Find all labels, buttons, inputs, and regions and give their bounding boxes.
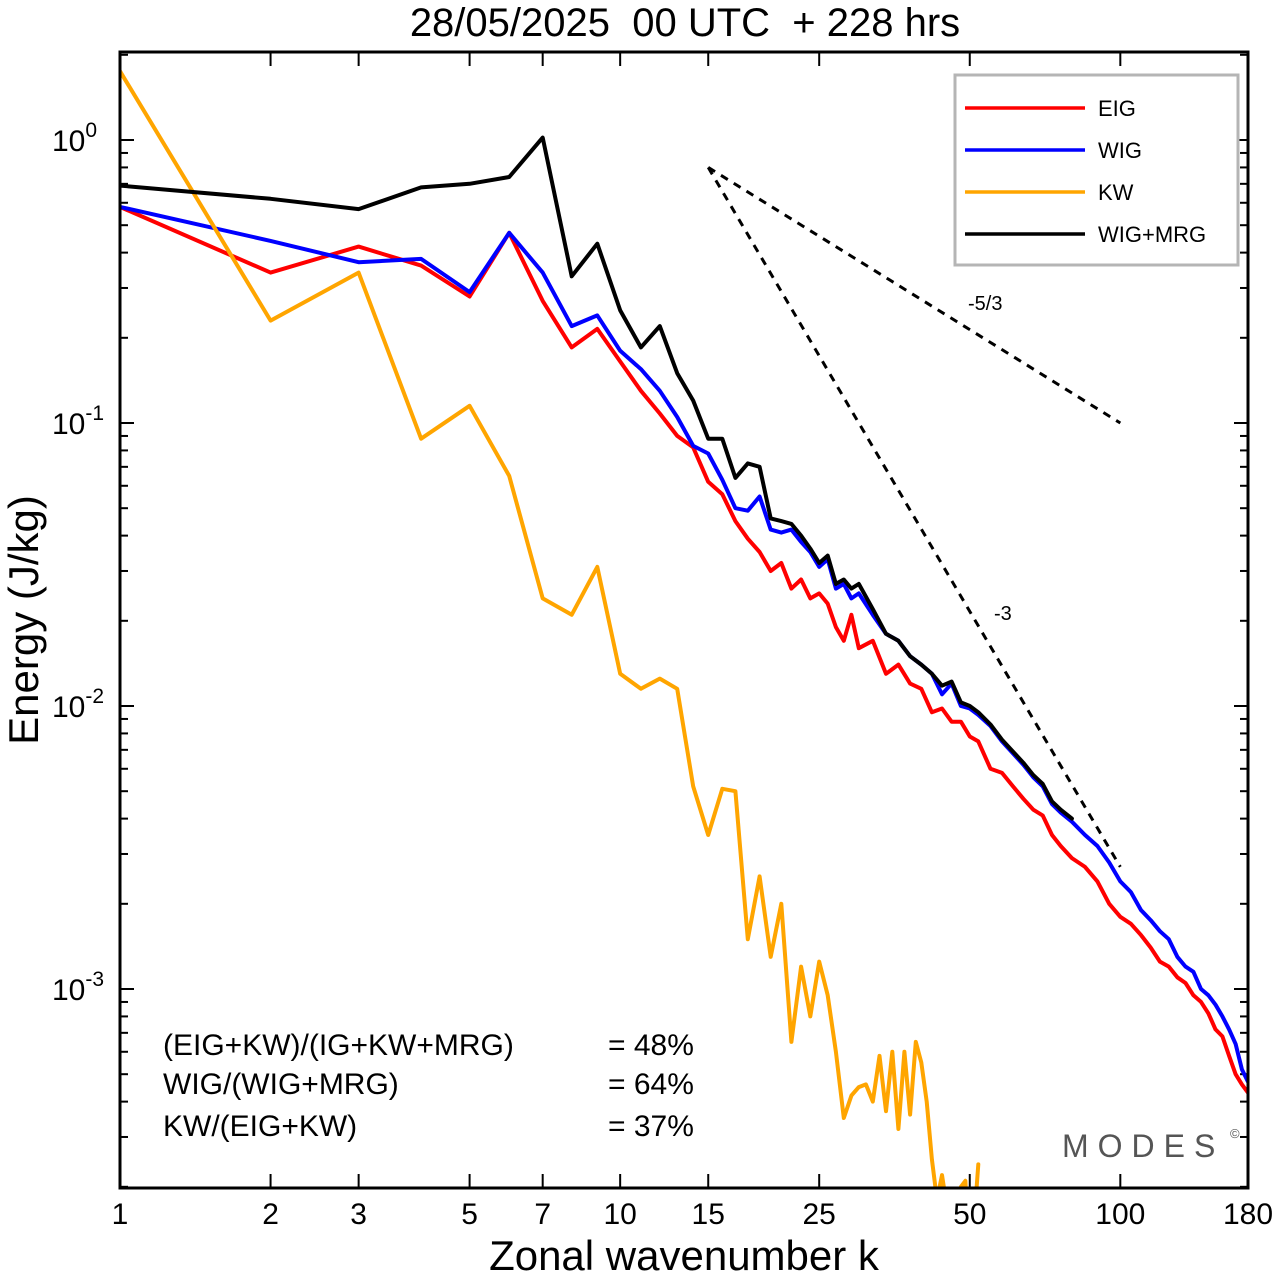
series-line-wig	[120, 204, 1248, 1084]
y-tick-label: 100	[52, 119, 97, 158]
x-tick-label: 2	[262, 1198, 279, 1231]
legend-label-wig-mrg: WIG+MRG	[1098, 222, 1206, 247]
series-line-wig-mrg	[120, 135, 1074, 821]
ratio-value-wig: = 64%	[608, 1068, 694, 1101]
y-tick-labels: 100 10-1 10-2 10-3	[52, 119, 104, 1007]
slope-line-minus-5-3	[707, 166, 1122, 425]
y-axis-label: Energy (J/kg)	[0, 495, 47, 745]
ratio-value-eig-kw: = 48%	[608, 1029, 694, 1062]
ratio-label-kw: KW/(EIG+KW)	[163, 1110, 357, 1143]
x-tick-label: 50	[953, 1198, 986, 1231]
chart-title: 28/05/2025 00 UTC + 228 hrs	[410, 1, 960, 45]
x-tick-label: 1	[112, 1198, 129, 1231]
x-tick-label: 25	[803, 1198, 836, 1231]
ratio-label-eig-kw: (EIG+KW)/(IG+KW+MRG)	[163, 1029, 514, 1062]
x-tick-label: 7	[534, 1198, 551, 1231]
ratio-label-wig: WIG/(WIG+MRG)	[163, 1068, 399, 1101]
plot-frame	[118, 50, 1250, 1190]
ratio-annotations: (EIG+KW)/(IG+KW+MRG) = 48% WIG/(WIG+MRG)…	[163, 1029, 694, 1143]
legend-label-kw: KW	[1098, 180, 1134, 205]
slope-reference-lines	[706, 166, 1122, 868]
copyright-mark: ©	[1230, 1126, 1240, 1141]
x-axis-label: Zonal wavenumber k	[489, 1232, 880, 1279]
x-tick-label: 15	[692, 1198, 725, 1231]
legend: EIG WIG KW WIG+MRG	[953, 73, 1240, 267]
y-tick-label: 10-3	[52, 968, 104, 1007]
x-tick-label: 5	[461, 1198, 478, 1231]
legend-label-eig: EIG	[1098, 96, 1136, 121]
y-tick-label: 10-2	[52, 685, 104, 724]
slope-line-minus-3	[706, 166, 1122, 868]
x-tick-label: 3	[350, 1198, 367, 1231]
slope-label-3: -3	[994, 603, 1012, 625]
legend-label-wig: WIG	[1098, 138, 1142, 163]
ratio-value-kw: = 37%	[608, 1110, 694, 1143]
x-tick-label: 100	[1095, 1198, 1145, 1231]
x-tick-labels: 1 2 3 5 7 10 15 25 50 100 180	[112, 1198, 1273, 1231]
modes-watermark: MODES	[1062, 1128, 1224, 1164]
x-tick-label: 10	[603, 1198, 636, 1231]
slope-label-5-3: -5/3	[968, 293, 1002, 315]
x-tick-label: 180	[1223, 1198, 1273, 1231]
y-tick-label: 10-1	[52, 402, 104, 441]
series-line-eig	[120, 204, 1248, 1095]
